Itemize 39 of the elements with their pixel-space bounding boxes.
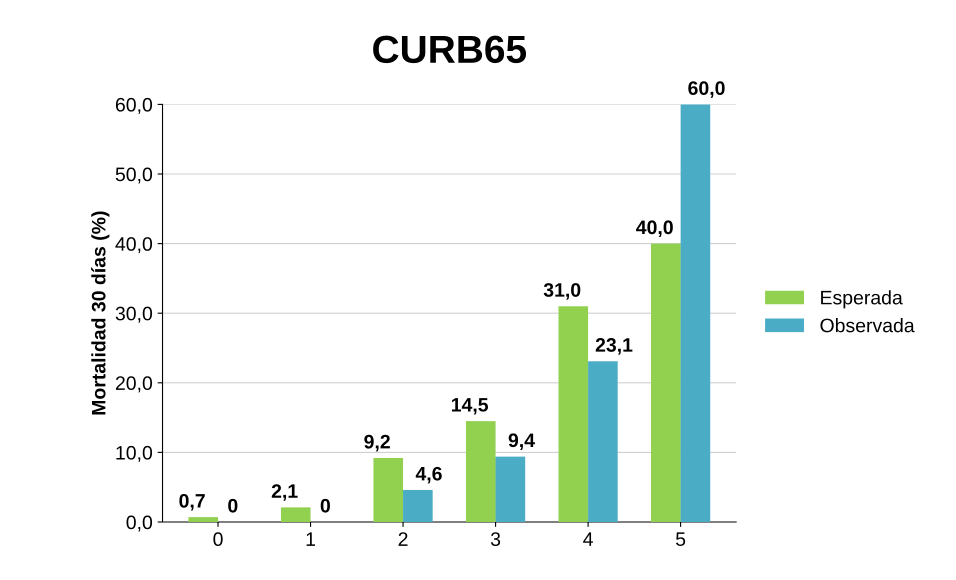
y-axis-title: Mortalidad 30 días (%)	[91, 212, 110, 415]
bar	[680, 104, 710, 522]
data-label: 60,0	[688, 81, 725, 98]
x-tick-label: 1	[306, 532, 316, 546]
y-tick-label: 10,0	[116, 446, 152, 462]
y-tick-label: 0,0	[126, 515, 152, 532]
data-label: 0,7	[179, 494, 205, 511]
data-label: 9,4	[508, 433, 535, 450]
x-tick-label: 4	[583, 532, 593, 546]
x-tick-label: 3	[490, 532, 500, 546]
bar	[403, 490, 433, 522]
data-label: 0	[228, 498, 238, 513]
bar	[280, 507, 311, 522]
x-tick-label: 5	[676, 532, 686, 546]
data-label: 2,1	[272, 484, 298, 501]
y-tick-label: 60,0	[116, 98, 152, 114]
bar	[651, 244, 681, 522]
data-label: 31,0	[544, 283, 580, 300]
bar	[373, 458, 404, 522]
x-tick-label: 0	[213, 532, 223, 546]
y-tick-label: 50,0	[116, 167, 152, 184]
legend-label: Observada	[820, 318, 915, 332]
y-tick-label: 40,0	[115, 237, 152, 254]
legend-label: Esperada	[821, 290, 903, 308]
bar	[466, 421, 496, 522]
chart-title: CURB65	[373, 36, 526, 64]
data-label: 14,5	[452, 398, 488, 414]
data-label: 0	[320, 498, 330, 513]
y-tick-label: 30,0	[116, 306, 152, 323]
bar	[558, 306, 588, 522]
data-label: 9,2	[364, 434, 390, 452]
data-label: 4,6	[416, 466, 442, 484]
y-tick-label: 20,0	[116, 376, 152, 392]
x-tick-label: 2	[398, 532, 408, 546]
bar	[496, 456, 526, 522]
bar	[188, 517, 218, 522]
data-label: 40,0	[636, 220, 673, 238]
data-label: 23,1	[596, 338, 632, 355]
bar	[588, 361, 618, 522]
